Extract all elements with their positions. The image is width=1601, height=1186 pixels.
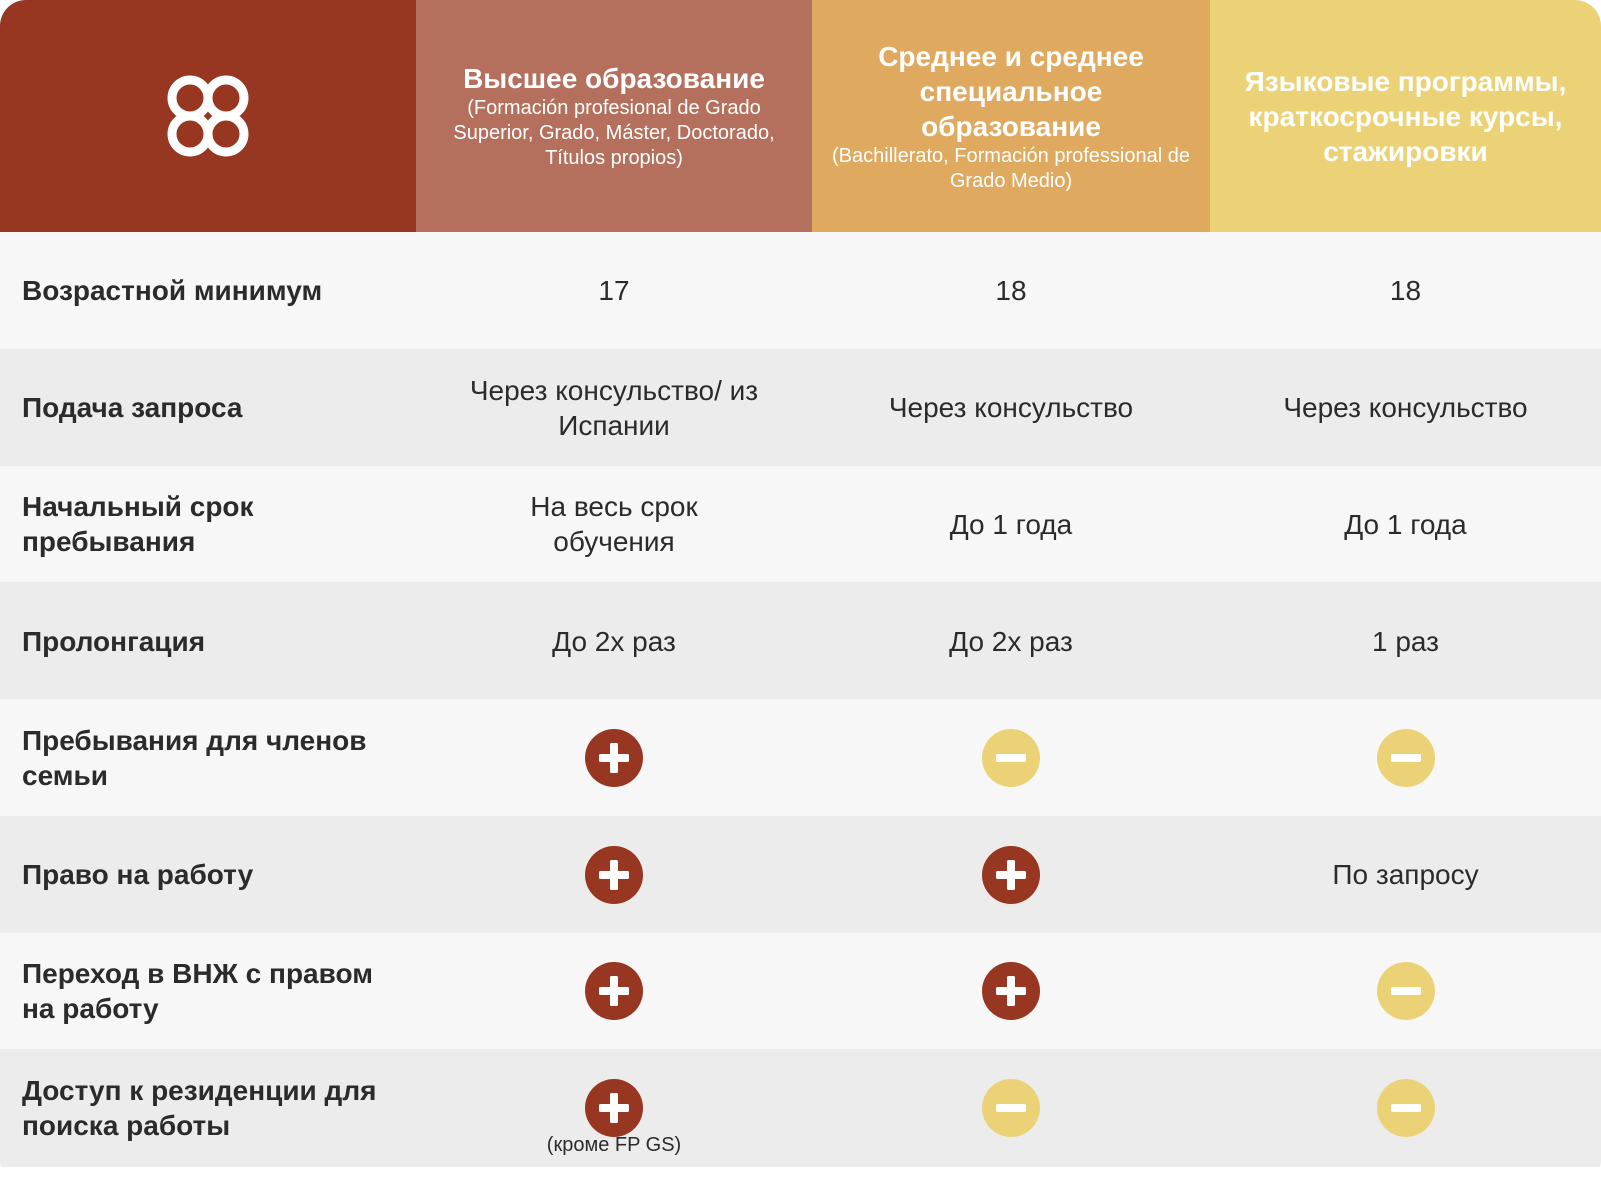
minus-circle-icon [1376,962,1435,1021]
header-secondary-education: Среднее и среднее специальное образовани… [812,0,1210,232]
quatrefoil-logo-icon [167,75,249,157]
row-label: Подача запроса [22,392,243,424]
row-value-cell: До 1 года [1210,466,1601,584]
row-label: Пролонгация [22,625,206,657]
row-value-cell: На весь срок обучения [416,466,812,584]
plus-circle-icon [585,728,643,787]
plus-circle-icon [585,845,643,904]
row-value-cell [812,816,1210,934]
header-title: Высшее образование [463,63,765,94]
header-title: Языковые программы, краткосрочные курсы,… [1244,65,1567,167]
table-row: Пролонгация До 2х раз До 2х раз 1 раз [0,582,1601,700]
header-title: Среднее и среднее специальное образовани… [878,40,1144,142]
cell-text: До 1 года [949,508,1073,540]
minus-circle-icon [1376,728,1435,787]
row-value-cell: 17 [416,232,812,350]
cell-text: 1 раз [1371,625,1440,657]
plus-circle-icon [585,962,643,1021]
logo-header-cell [0,0,416,232]
minus-circle-icon [1376,1079,1435,1138]
header-subtitle: (Formación profesional de Grado Superior… [453,97,775,169]
minus-circle-icon [982,728,1040,787]
row-value-cell: До 1 года [812,466,1210,584]
plus-circle-icon [585,1079,643,1138]
row-value-cell: (кроме FP GS) [416,1049,812,1167]
row-value-cell [416,933,812,1051]
cell-note: (кроме FP GS) [546,1134,682,1156]
plus-circle-icon [982,962,1040,1021]
row-value-cell [416,699,812,817]
row-value-cell: Через консульство [1210,349,1601,467]
minus-circle-icon [982,1079,1040,1138]
row-label: Право на работу [22,859,254,891]
row-value-cell [812,699,1210,817]
header-higher-education: Высшее образование (Formación profesiona… [416,0,812,232]
row-value-cell: Через консульство [812,349,1210,467]
row-value-cell [1210,699,1601,817]
cell-text: До 1 года [1344,508,1467,540]
table-row: Переход в ВНЖ с правом на работу [0,932,1601,1051]
cell-text: Через консульство [1283,392,1528,424]
row-value-cell: 18 [812,232,1210,350]
row-label: Переход в ВНЖ с правом на работу [22,958,373,1025]
row-value-cell [1210,1049,1601,1167]
row-label: Доступ к резиденции для поиска работы [22,1075,377,1142]
table-row: Подача запроса Через консульство/ из Испа… [0,348,1601,467]
table-row: Начальный срок пребывания На весь срок об… [0,465,1601,584]
cell-text: До 2х раз [552,625,676,657]
cell-text: 18 [995,275,1027,307]
cell-text: 18 [1389,275,1422,307]
table-row: Доступ к резиденции для поиска работы (кр… [0,1049,1601,1167]
header-subtitle: (Bachillerato, Formación professional de… [832,144,1190,192]
cell-text: По запросу [1332,859,1479,891]
row-value-cell [1210,933,1601,1051]
row-value-cell: До 2х раз [416,582,812,700]
table-row: Возрастной минимум 17 18 18 [0,232,1601,350]
cell-text: Через консульство [888,392,1134,424]
row-value-cell: 18 [1210,232,1601,350]
row-value-cell [812,1049,1210,1167]
row-value-cell: До 2х раз [812,582,1210,700]
row-value-cell: 1 раз [1210,582,1601,700]
plus-circle-icon [982,845,1040,904]
row-label: Возрастной минимум [22,275,323,307]
row-value-cell [812,933,1210,1051]
cell-text: Через консульство/ из Испании [469,374,759,441]
cell-text: 17 [598,275,630,307]
row-value-cell: Через консульство/ из Испании [416,349,812,467]
header-language-programs: Языковые программы, краткосрочные курсы,… [1210,0,1601,232]
cell-text: До 2х раз [949,625,1073,657]
table-row: Право на работу По запросу [0,815,1601,934]
table-row: Пребывания для членов семьи [0,699,1601,817]
row-value-cell: По запросу [1210,816,1601,934]
row-label: Пребывания для членов семьи [22,724,367,791]
cell-text: На весь срок обучения [530,491,698,558]
row-label: Начальный срок пребывания [22,491,254,558]
row-value-cell [416,816,812,934]
